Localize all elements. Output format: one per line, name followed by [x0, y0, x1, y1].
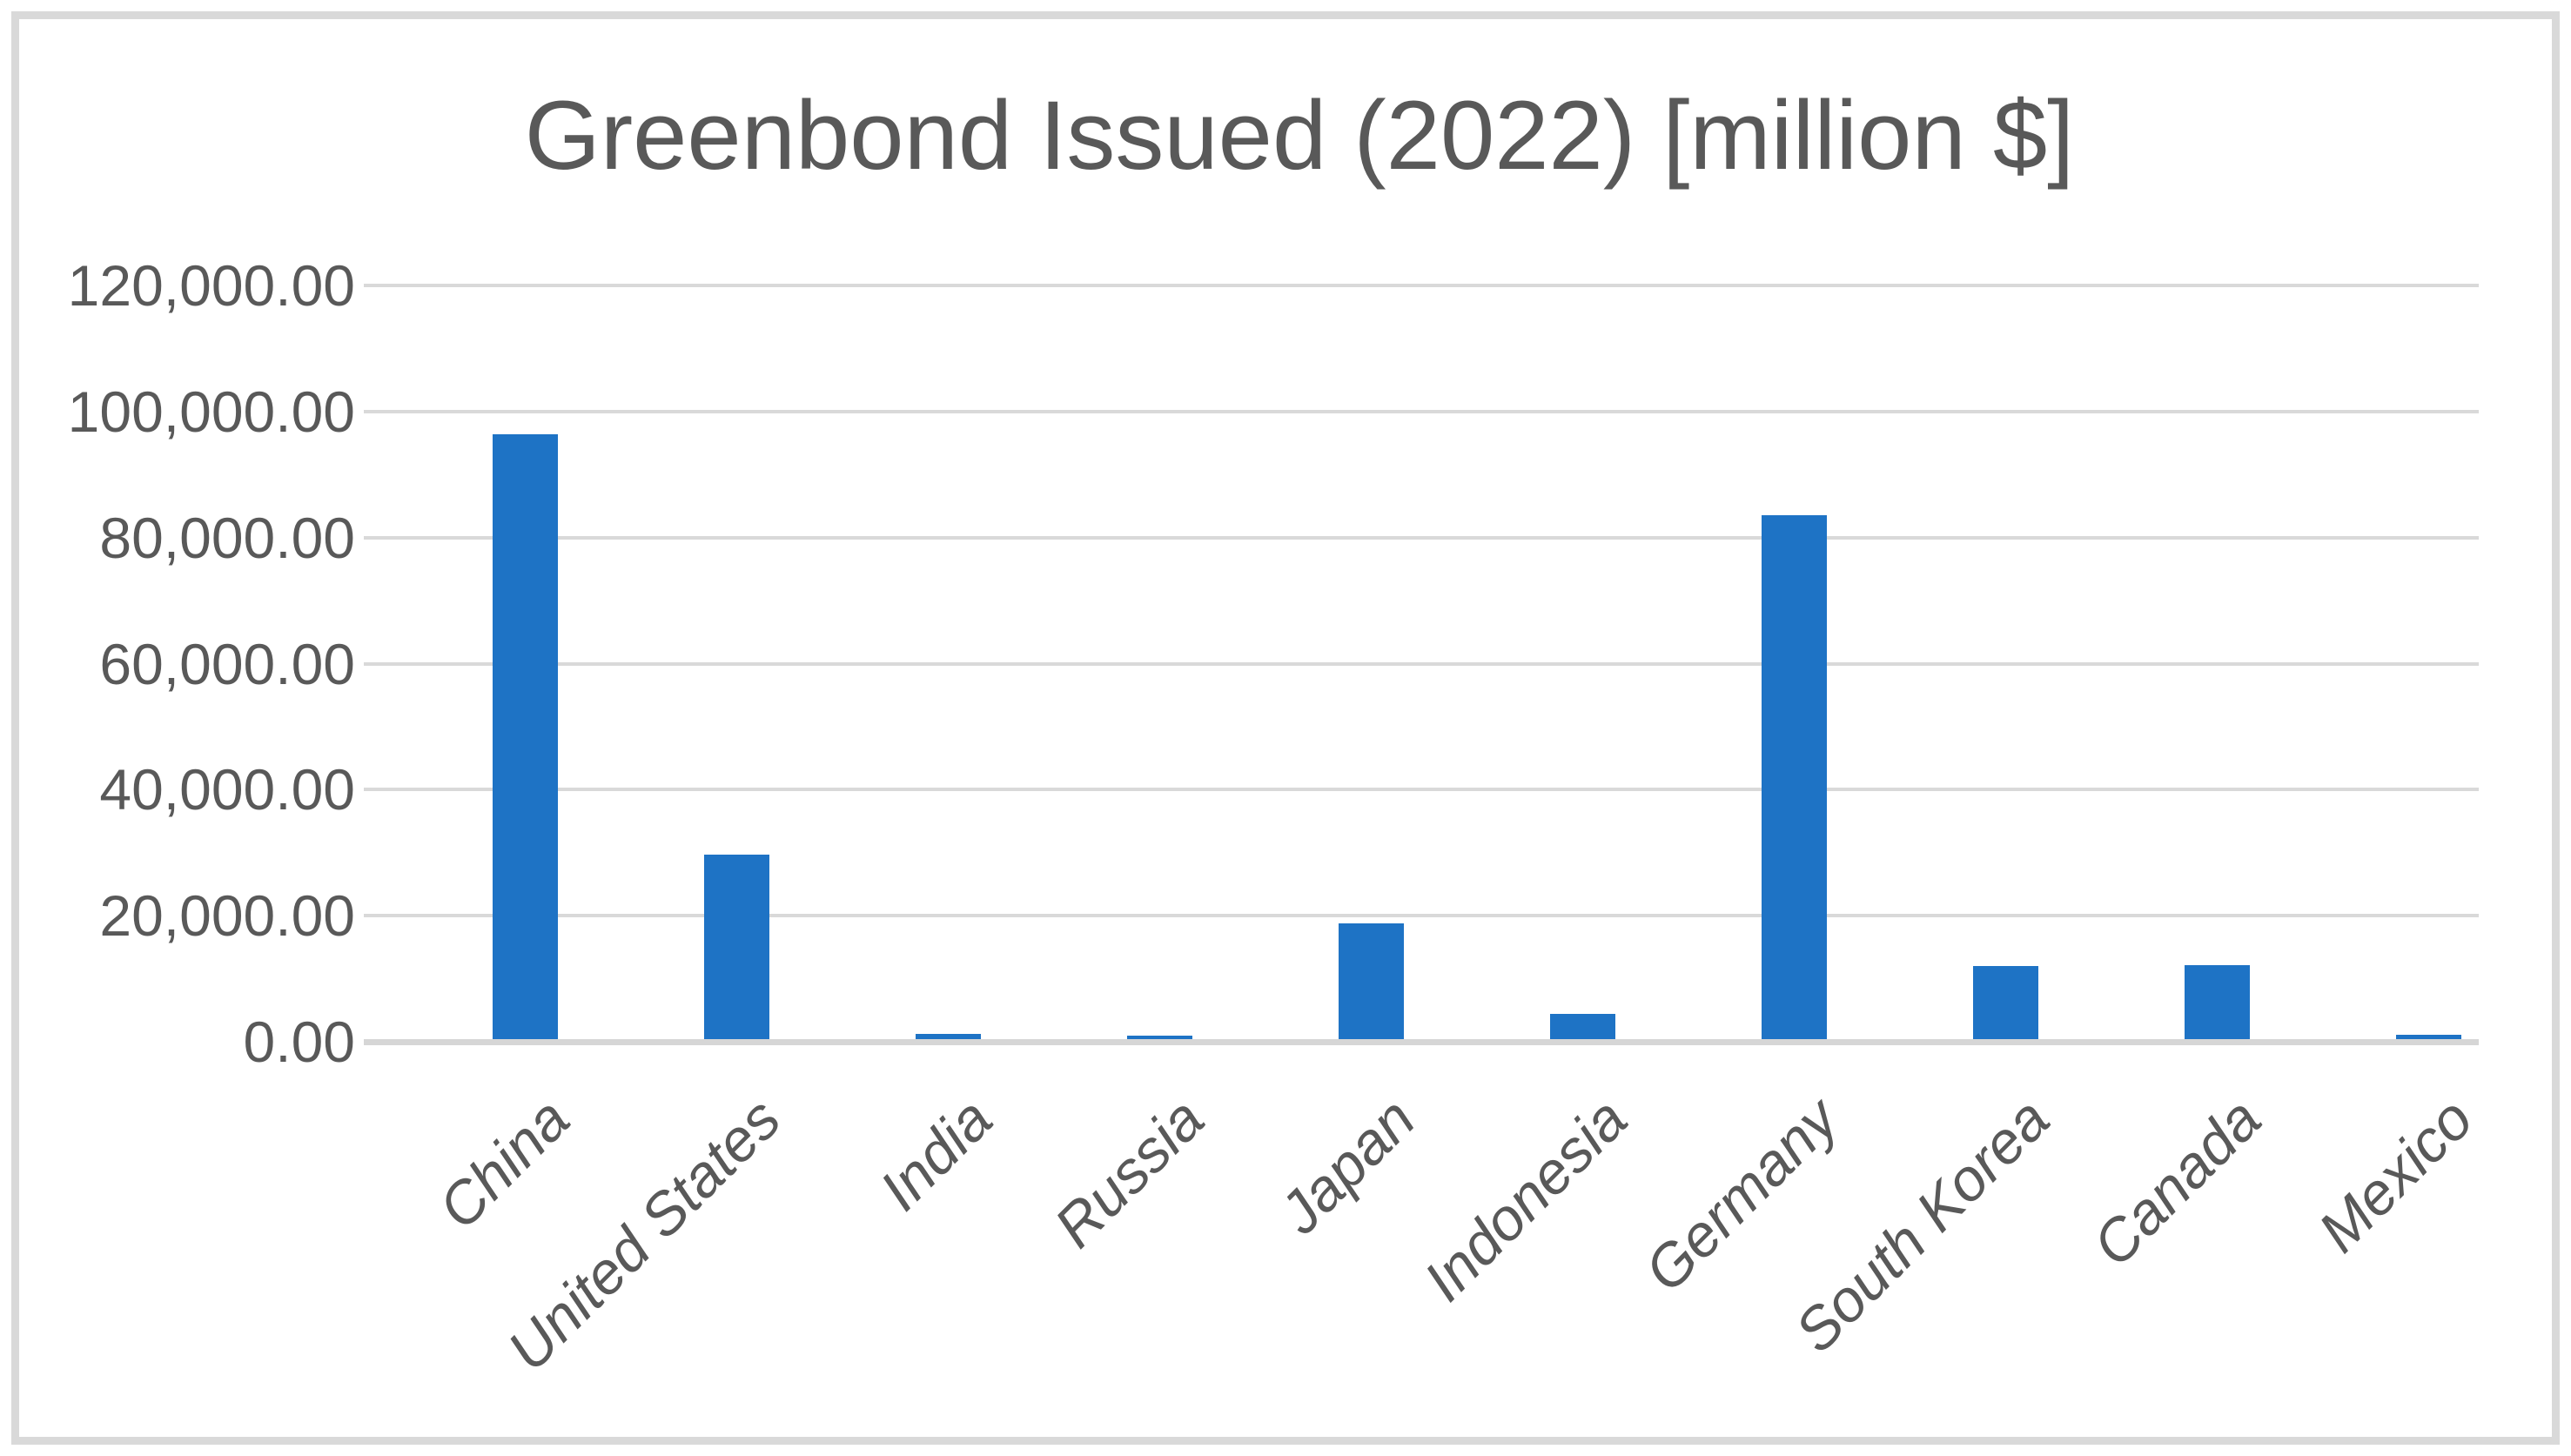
chart-title: Greenbond Issued (2022) [million $]: [524, 81, 2075, 190]
y-axis-tick-label: 0.00: [243, 1010, 355, 1074]
gridline: [364, 914, 2479, 918]
bar-south-korea: [1973, 966, 2038, 1042]
bar-china: [493, 434, 558, 1042]
x-axis-line: [364, 1039, 2479, 1045]
gridline: [364, 535, 2479, 540]
gridline: [364, 284, 2479, 287]
bar-germany: [1762, 515, 1827, 1042]
bar-canada: [2185, 965, 2250, 1042]
bar-japan: [1339, 923, 1404, 1042]
gridline: [364, 661, 2479, 666]
bar-mexico: [2396, 1035, 2461, 1042]
y-axis-tick-label: 60,000.00: [99, 631, 355, 696]
bar-united-states: [704, 855, 769, 1042]
y-axis-tick-label: 80,000.00: [99, 505, 355, 570]
y-axis-tick-label: 20,000.00: [99, 883, 355, 949]
chart-outer-border: [11, 11, 2560, 1445]
y-axis-tick-label: 120,000.00: [67, 253, 355, 318]
gridline: [364, 788, 2479, 792]
y-axis-tick-label: 40,000.00: [99, 757, 355, 822]
bar-india: [916, 1034, 981, 1042]
bar-russia: [1127, 1036, 1192, 1042]
gridline: [364, 409, 2479, 413]
bar-indonesia: [1550, 1014, 1615, 1042]
y-axis-tick-label: 100,000.00: [67, 379, 355, 444]
